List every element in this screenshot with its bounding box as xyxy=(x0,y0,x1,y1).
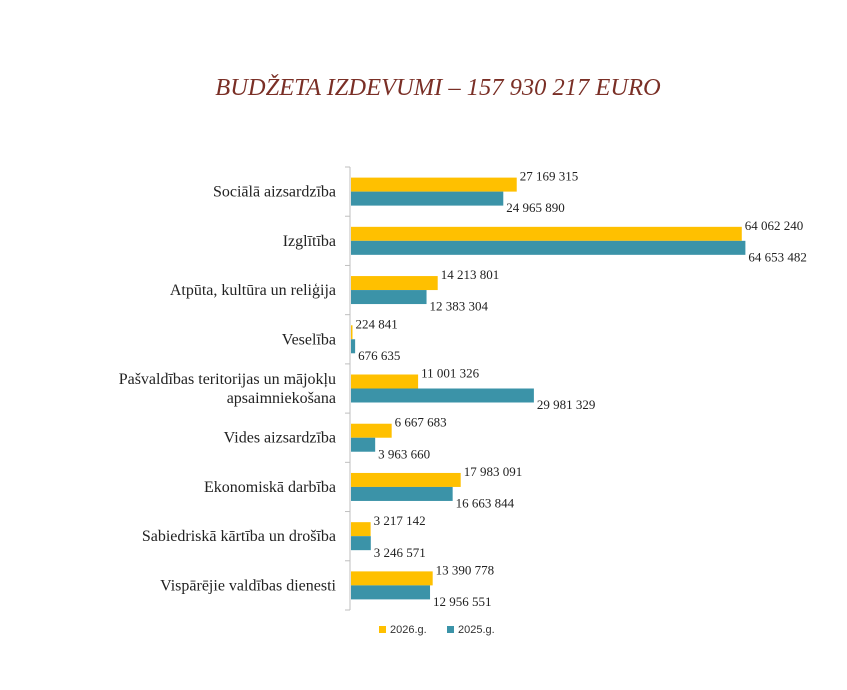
chart-title: BUDŽETA IZDEVUMI – 157 930 217 EURO xyxy=(215,73,661,101)
category-label: Pašvaldības teritorijas un mājokļu apsaim… xyxy=(119,371,336,407)
data-label-2026: 11 001 326 xyxy=(421,366,480,381)
bar-2025 xyxy=(351,339,356,354)
data-label-2026: 64 062 240 xyxy=(745,218,804,233)
bar-2026 xyxy=(351,226,742,241)
bar-2026 xyxy=(351,522,371,537)
data-label-2026: 14 213 801 xyxy=(441,267,500,282)
data-label-2026: 17 983 091 xyxy=(464,464,523,479)
category-label-line: apsaimniekošana xyxy=(227,390,336,407)
bar-2026 xyxy=(351,472,461,487)
legend-swatch-2025 xyxy=(447,626,454,633)
legend-label-2026: 2026.g. xyxy=(390,624,427,636)
bar-2026 xyxy=(351,374,419,389)
legend: 2026.g. 2025.g. xyxy=(379,624,495,636)
bar-2026 xyxy=(351,177,517,192)
data-label-2025: 676 635 xyxy=(358,348,400,363)
data-label-2026: 3 217 142 xyxy=(374,513,426,528)
data-label-2025: 3 963 660 xyxy=(378,446,430,461)
bar-2025 xyxy=(351,486,453,501)
bar-2025 xyxy=(351,437,376,452)
category-label: Sabiedriskā kārtība un drošība xyxy=(142,528,336,545)
category-label-line: Sociālā aizsardzība xyxy=(213,184,336,201)
category-label: Atpūta, kultūra un reliģija xyxy=(170,282,336,299)
category-label-line: Ekonomiskā darbība xyxy=(204,479,336,496)
category-labels-group: Sociālā aizsardzība Izglītība Atpūta, kult… xyxy=(119,184,337,595)
data-label-2025: 12 383 304 xyxy=(430,299,489,314)
category-label-line: Pašvaldības teritorijas un mājokļu xyxy=(119,371,336,388)
category-axis xyxy=(345,166,351,611)
category-label-line: Atpūta, kultūra un reliģija xyxy=(170,282,336,299)
data-label-2025: 64 653 482 xyxy=(748,249,807,264)
data-label-2026: 13 390 778 xyxy=(436,562,495,577)
bar-2026 xyxy=(351,325,353,340)
category-label-line: Sabiedriskā kārtība un drošība xyxy=(142,528,336,545)
bar-2025 xyxy=(351,240,746,255)
category-label-line: Izglītība xyxy=(283,233,336,250)
category-label: Izglītība xyxy=(283,233,336,250)
bar-2025 xyxy=(351,290,427,305)
legend-swatch-2026 xyxy=(379,626,386,633)
legend-label-2025: 2025.g. xyxy=(458,624,495,636)
category-label: Veselība xyxy=(282,331,336,348)
data-label-2025: 24 965 890 xyxy=(506,200,565,215)
bar-2026 xyxy=(351,571,433,586)
category-label-line: Veselība xyxy=(282,331,336,348)
category-label: Vides aizsardzība xyxy=(224,430,336,447)
bar-2026 xyxy=(351,276,438,291)
category-label: Vispārējie valdības dienesti xyxy=(160,577,336,594)
category-label-line: Vides aizsardzība xyxy=(224,430,336,447)
data-label-2025: 16 663 844 xyxy=(456,496,515,511)
data-label-2025: 29 981 329 xyxy=(537,397,596,412)
bar-2025 xyxy=(351,585,431,600)
bar-2025 xyxy=(351,388,534,403)
data-label-2025: 3 246 571 xyxy=(374,545,426,560)
data-label-2025: 12 956 551 xyxy=(433,594,492,609)
bar-2026 xyxy=(351,423,392,438)
bar-series-group: 27 169 315 24 965 890 64 062 240 64 653 482… xyxy=(351,169,807,609)
category-label: Sociālā aizsardzība xyxy=(213,184,336,201)
bar-2025 xyxy=(351,191,504,206)
data-label-2026: 27 169 315 xyxy=(520,169,579,184)
category-label-line: Vispārējie valdības dienesti xyxy=(160,577,336,594)
bar-2025 xyxy=(351,536,371,551)
category-label: Ekonomiskā darbība xyxy=(204,479,336,496)
data-label-2026: 224 841 xyxy=(356,316,398,331)
data-label-2026: 6 667 683 xyxy=(395,415,447,430)
